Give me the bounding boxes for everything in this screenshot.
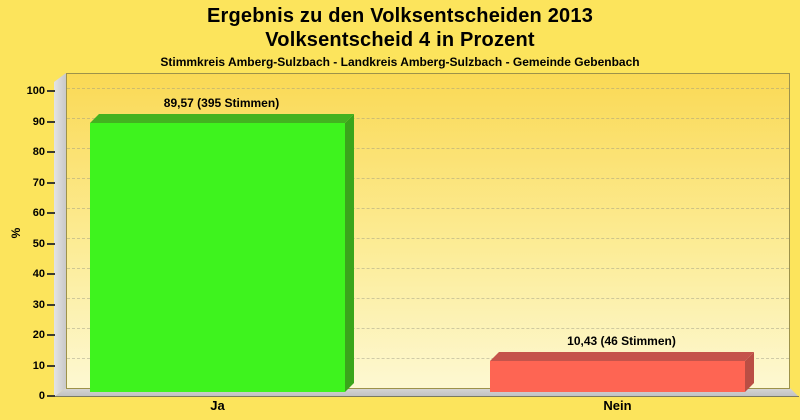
y-tick-mark-10: [47, 364, 55, 367]
gridline-30: [67, 298, 789, 299]
chart-title-line1: Ergebnis zu den Volksentscheiden 2013: [206, 5, 594, 27]
y-tick-mark-50: [47, 242, 55, 245]
y-tick-mark-100: [47, 90, 55, 92]
y-tick-mark-70: [47, 181, 55, 184]
bar-ja-value-label: 89,57 (395 Stimmen): [163, 96, 280, 110]
gridline-40: [67, 268, 789, 269]
y-tick-mark-0: [47, 395, 55, 397]
y-tick-label-60: 60: [32, 207, 45, 219]
category-label-nein: Nein: [603, 398, 632, 413]
bar-nein-value-label: 10,43 (46 Stimmen): [567, 334, 676, 348]
gridline-90: [67, 118, 789, 119]
gridline-70: [67, 178, 789, 179]
y-tick-label-80: 80: [32, 146, 45, 158]
y-tick-label-70: 70: [32, 176, 45, 189]
y-tick-label-0: 0: [38, 390, 45, 402]
y-tick-label-30: 30: [32, 298, 45, 311]
y-tick-mark-90: [47, 120, 55, 123]
gridline-20: [67, 328, 789, 329]
y-tick-mark-60: [47, 212, 55, 214]
gridline-60: [67, 208, 789, 209]
chart-subtitle: Stimmkreis Amberg-Sulzbach - Landkreis A…: [160, 55, 640, 69]
x-axis-line: [52, 396, 799, 397]
y-tick-label-100: 100: [26, 85, 45, 97]
plot-left-wall: [54, 73, 66, 397]
y-tick-mark-30: [47, 303, 55, 306]
gridline-50: [67, 238, 789, 239]
bar-nein-front: [490, 361, 745, 392]
bar-ja-top: [90, 114, 354, 123]
y-tick-mark-80: [47, 151, 55, 153]
y-tick-mark-20: [47, 334, 55, 336]
y-tick-label-20: 20: [32, 329, 45, 341]
y-tick-label-90: 90: [32, 115, 45, 128]
y-tick-mark-40: [47, 273, 55, 275]
chart-title-line2: Volksentscheid 4 in Prozent: [265, 29, 535, 51]
category-label-ja: Ja: [210, 398, 225, 413]
plot-floor: [54, 388, 799, 397]
gridline-10: [67, 358, 789, 359]
y-tick-label-50: 50: [32, 237, 45, 250]
gridline-100: [67, 88, 789, 89]
y-tick-label-10: 10: [32, 359, 45, 372]
bar-nein-top: [490, 352, 754, 361]
y-axis-title: %: [9, 227, 23, 239]
gridline-80: [67, 148, 789, 149]
y-tick-label-40: 40: [32, 268, 45, 280]
bar-ja-side: [345, 114, 354, 392]
bar-ja-front: [90, 123, 345, 392]
